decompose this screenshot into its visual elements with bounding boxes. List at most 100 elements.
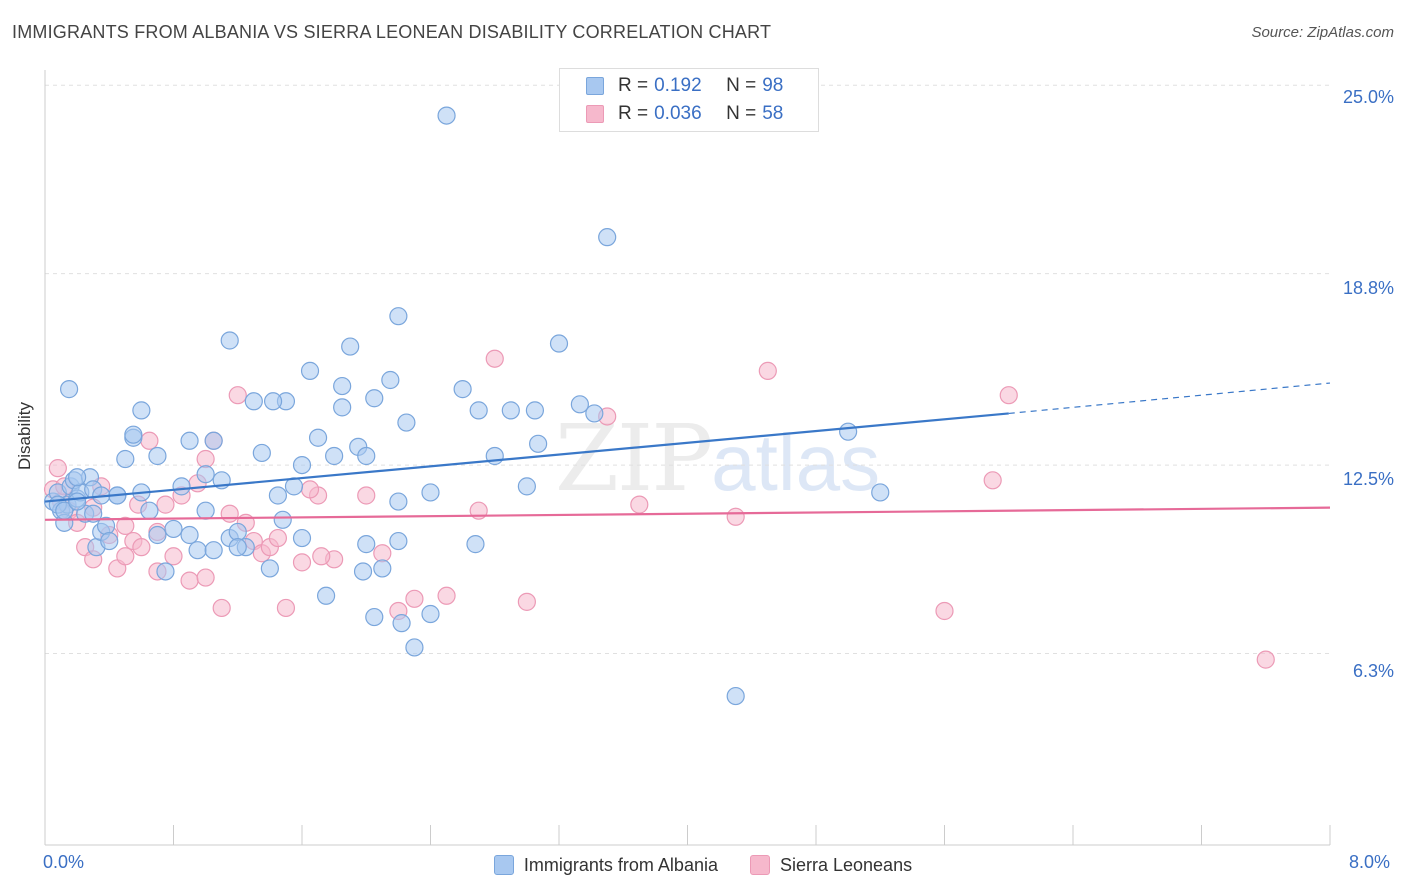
albania-point [292,528,312,548]
sierra-leonean-trend-line [44,506,1331,521]
albania-point [316,586,336,605]
sierra-leonean-point [935,601,954,621]
albania-point [333,398,352,417]
albania-point [273,510,292,529]
albania-point [308,428,328,447]
albania-point [140,501,159,520]
n-value: 98 [762,75,784,96]
albania-point [392,614,411,633]
albania-point [726,686,745,706]
albania-point [228,522,247,542]
albania-point [333,376,352,396]
n-label: N = [726,75,757,96]
albania-point [871,483,890,502]
albania-point [373,559,392,578]
albania-point [466,535,485,554]
albania-point [365,389,384,408]
sierra-leonean-point [373,544,392,563]
albania-point [148,525,167,545]
sierra-leonean-point [140,431,159,450]
albania-trend-line [44,412,1009,503]
sierra-leonean-point [312,547,331,566]
albania-point [204,541,223,560]
sierra-leonean-point [292,553,312,572]
stats-row-albania: R = 0.192 N = 98 [586,73,783,99]
legend-label: Sierra Leoneans [779,854,913,875]
albania-point [529,434,548,453]
sierra-leonean-point [212,598,231,618]
albania-point [100,531,119,551]
sierra-leonean-point [1256,650,1275,669]
r-value: 0.192 [654,75,702,96]
albania-point [381,370,400,390]
sierra-leonean-point [156,495,175,514]
sierra-leonean-point [276,598,296,618]
r-label: R = [618,103,649,124]
albania-point [389,492,408,511]
series-legend: Immigrants from Albania Sierra Leoneans [0,850,1406,880]
stats-legend: R = 0.192 N = 98 R = 0.036 N = 58 [559,68,819,132]
albania-point [357,535,376,554]
sierra-leonean-point [268,528,288,548]
albania-point [244,392,263,411]
source-label: Source: ZipAtlas.com [1251,24,1394,41]
chart-title: IMMIGRANTS FROM ALBANIA VS SIERRA LEONEA… [12,22,772,42]
r-value: 0.036 [654,103,702,124]
sierra-leonean-point [517,592,536,611]
albania-point [598,228,617,247]
albania-point [365,607,384,627]
albania-point [68,492,87,511]
albania-point [180,431,199,450]
sierra-leonean-point [300,480,320,499]
albania-point [59,380,79,399]
sierra-leonean-point [220,504,239,523]
albania-point [132,401,151,420]
albania-point [405,638,424,657]
albania-point [268,486,288,505]
albania-point [421,483,440,502]
sierra-leonean-point [437,586,456,605]
albania-point [325,446,344,466]
albania-point [148,446,167,466]
sierra-leonean-point [196,568,215,587]
y-tick-label-6-3: 6.3% [1352,661,1394,681]
legend-label: Immigrants from Albania [523,854,718,875]
albania-point [172,477,191,496]
albania-point [180,525,199,545]
albania-point [839,422,858,441]
sierra-leonean-point [116,547,135,566]
sierra-leonean-point [132,538,151,557]
axes [44,70,1331,846]
albania-point [357,446,376,466]
albania-swatch [586,77,604,95]
albania-point [164,519,183,539]
sierra-leonean-point [164,547,183,566]
albania-trend-extension [1008,382,1331,415]
albania-point [228,538,247,557]
sierra-leonean-point [999,386,1018,405]
albania-point [397,413,416,432]
albania-point [389,307,408,326]
sierra-leonean-point [485,349,504,368]
albania-point [220,331,239,350]
albania-point [353,562,373,581]
albania-point [421,604,440,624]
grid-lines [45,84,1330,655]
sierra-leonean-point [196,449,215,469]
watermark-zip: ZIP [555,405,713,512]
trend-lines [44,382,1331,521]
stats-row-sierra-leonean: R = 0.036 N = 58 [586,101,783,127]
sierra-leonean-point [405,589,424,608]
legend-item-sierra-leonean[interactable]: Sierra Leoneans [749,854,913,876]
albania-point [196,465,215,484]
y-tick-label-18-8: 18.8% [1342,278,1394,298]
sierra-leonean-swatch [586,105,604,123]
albania-point [156,562,175,581]
sierra-leonean-point [48,459,67,478]
sierra-leonean-point [630,495,649,514]
x-tick-label-min: 0.0% [43,852,85,872]
r-label: R = [618,75,649,96]
n-value: 58 [762,103,784,124]
albania-point [292,455,312,475]
legend-item-albania[interactable]: Immigrants from Albania [493,854,718,876]
